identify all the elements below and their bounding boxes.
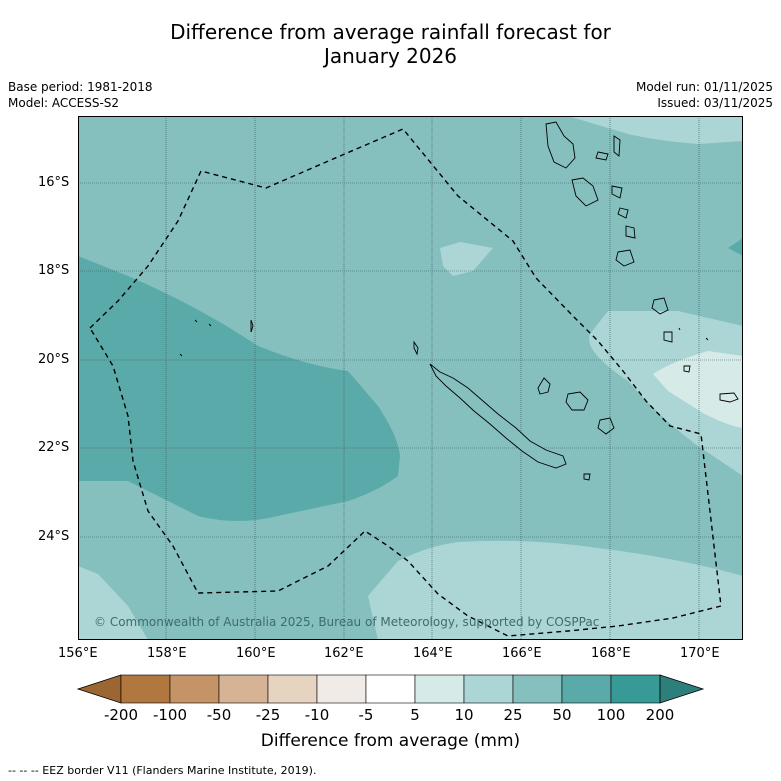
colorbar-tick-label: -25 [255,706,281,724]
eez-border [89,128,722,637]
colorbar-tick-label: 25 [503,706,523,724]
erromango-island [615,249,635,267]
base-period: Base period: 1981-2018 [8,80,153,94]
lat-label: 16°S [38,175,70,190]
lon-label: 158°E [147,646,187,661]
contour-50-100-east [728,238,743,256]
colorbar-arrow-high [659,674,705,704]
espiritu-santo-island [545,121,576,169]
colorbar-tick-label: 5 [410,706,420,724]
colorbar-tick-label: -50 [206,706,232,724]
contour-10-25-island [440,242,493,276]
lon-label: 170°E [680,646,720,661]
issued-date: Issued: 03/11/2025 [657,96,773,110]
lon-label: 164°E [413,646,453,661]
lon-label: 166°E [502,646,542,661]
colorbar-tick-label: -100 [152,706,188,724]
malakula-island [571,177,599,207]
colorbar-tick-label: 50 [552,706,572,724]
contour-50-100 [78,256,400,521]
maewo-pentecost-islands [595,135,621,161]
belep-islands [413,340,419,356]
colorbar-segment [120,674,171,704]
walpole-island [583,473,591,481]
contour-5-10 [653,351,743,428]
lat-label: 20°S [38,352,70,367]
colorbar-segment [365,674,416,704]
lat-label: 24°S [38,529,70,544]
colorbar-tick-label: 100 [596,706,626,724]
colorbar-arrow-low [76,674,122,704]
mare-island [597,417,615,435]
ouvea-island [537,377,551,395]
colorbar-segment [561,674,612,704]
colorbar-segment [218,674,269,704]
map-title-line2: January 2026 [323,44,458,68]
colorbar [76,674,705,704]
copyright-text: © Commonwealth of Australia 2025, Bureau… [94,615,599,629]
lon-label: 162°E [324,646,364,661]
model-run: Model run: 01/11/2025 [635,80,773,94]
map-panel: © Commonwealth of Australia 2025, Bureau… [78,116,743,640]
lat-label: 18°S [38,263,70,278]
lon-label: 168°E [591,646,631,661]
colorbar-tick-label: 10 [454,706,474,724]
small-islets [179,319,709,357]
colorbar-segment [463,674,514,704]
tanna-island [651,297,669,315]
colorbar-segment [316,674,367,704]
colorbar-segment [169,674,220,704]
colorbar-segment [267,674,318,704]
new-caledonia-landmass [429,363,567,469]
model-name: Model: ACCESS-S2 [8,96,120,110]
aneityum-island [663,331,673,343]
colorbar-title: Difference from average (mm) [260,731,521,751]
lon-label: 156°E [58,646,98,661]
graticule [78,116,743,640]
contour-10-25-sw [78,566,148,640]
efate-island [625,225,636,239]
ambrym-epi-islands [611,185,629,219]
colorbar-segment [610,674,661,704]
colorbar-tick-label: -5 [358,706,374,724]
lifou-island [565,391,589,411]
colorbar-segment [414,674,465,704]
colorbar-tick-label: 200 [645,706,675,724]
contour-10-25-south [368,540,743,640]
matthew-hunter-islands [683,365,739,403]
lat-label: 22°S [38,440,70,455]
colorbar-segment [512,674,563,704]
lon-label: 160°E [236,646,276,661]
map-title-line1: Difference from average rainfall forecas… [170,20,611,44]
eez-legend-footer: -- -- -- EEZ border V11 (Flanders Marine… [8,764,317,777]
colorbar-tick-label: -200 [103,706,139,724]
colorbar-tick-label: -10 [304,706,330,724]
